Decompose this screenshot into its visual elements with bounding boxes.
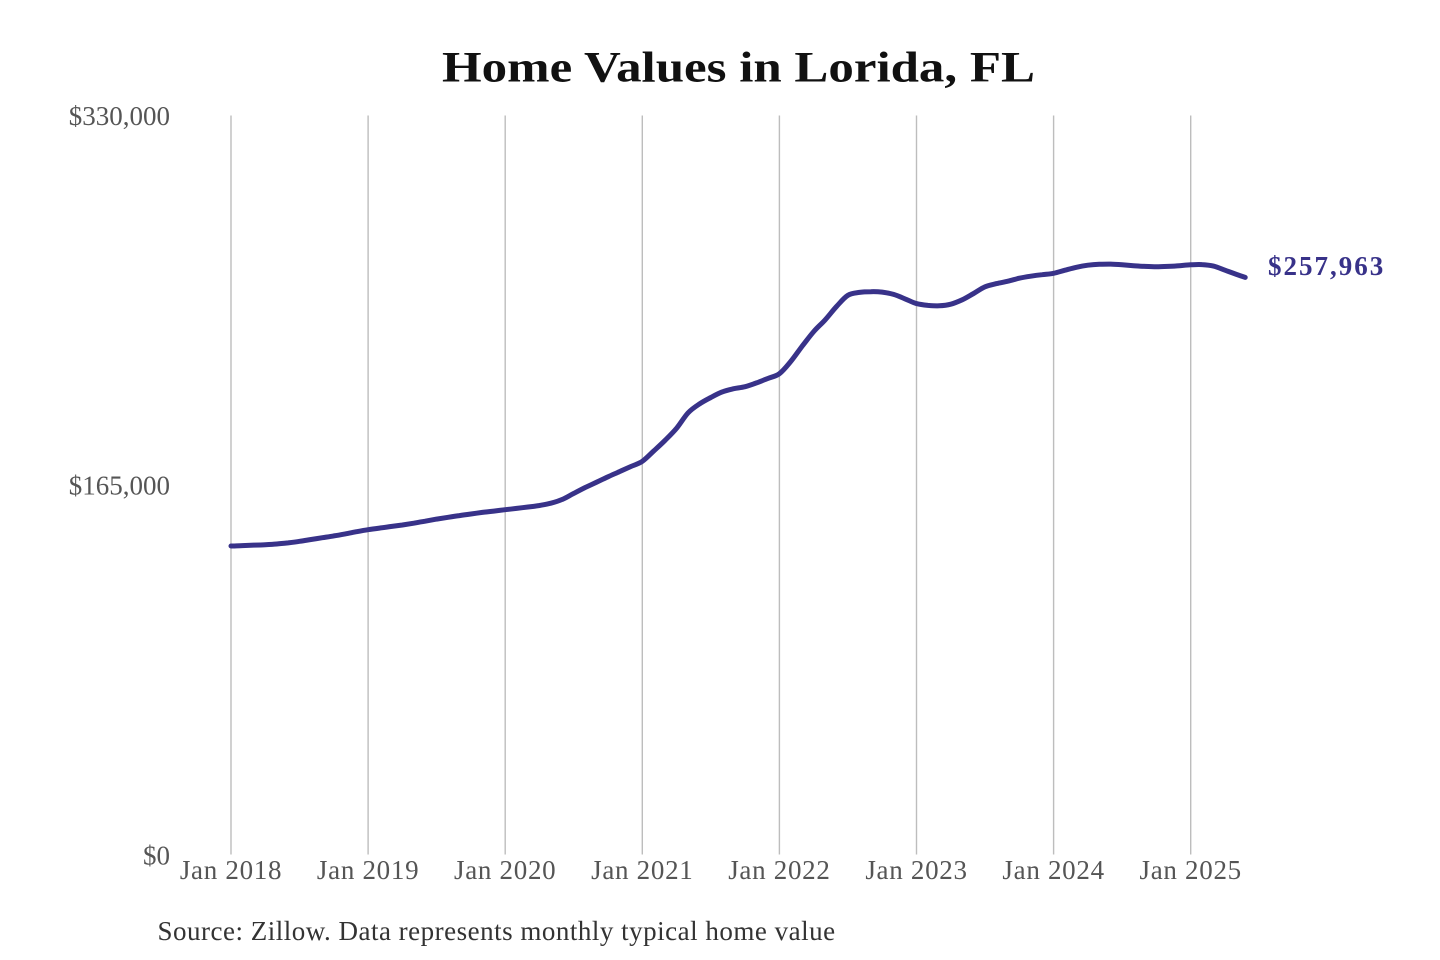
svg-text:Jan 2021: Jan 2021 (591, 855, 693, 885)
svg-text:Jan 2024: Jan 2024 (1002, 855, 1104, 885)
svg-text:Home Values in Lorida, FL: Home Values in Lorida, FL (442, 44, 1035, 91)
svg-text:Jan 2022: Jan 2022 (728, 855, 830, 885)
svg-text:Jan 2020: Jan 2020 (454, 855, 556, 885)
svg-text:Jan 2018: Jan 2018 (180, 855, 282, 885)
svg-text:$330,000: $330,000 (69, 101, 170, 131)
svg-text:$0: $0 (143, 840, 170, 870)
svg-text:Jan 2023: Jan 2023 (865, 855, 967, 885)
svg-text:Jan 2019: Jan 2019 (317, 855, 419, 885)
svg-text:Source: Zillow. Data represent: Source: Zillow. Data represents monthly … (158, 916, 836, 946)
svg-text:Jan 2025: Jan 2025 (1140, 855, 1242, 885)
svg-text:$257,963: $257,963 (1268, 251, 1385, 281)
svg-text:$165,000: $165,000 (69, 471, 170, 501)
